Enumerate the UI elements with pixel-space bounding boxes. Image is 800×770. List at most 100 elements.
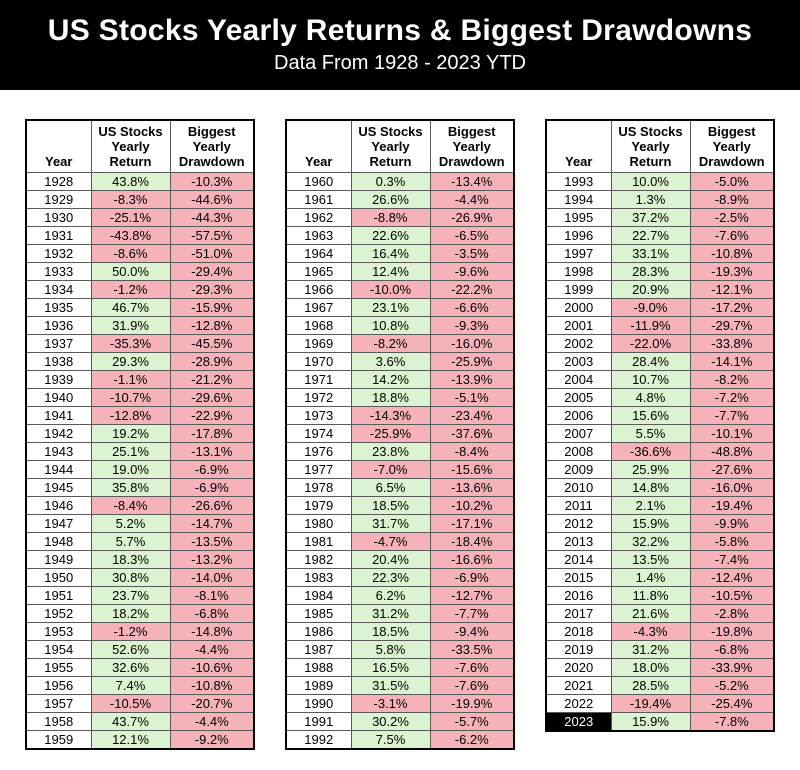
return-cell: 23.8%	[350, 442, 431, 461]
return-cell: 18.8%	[350, 388, 431, 407]
drawdown-cell: -26.9%	[429, 208, 515, 227]
table-row: 2016 11.8% -10.5%	[545, 586, 775, 605]
return-cell: 2.1%	[610, 496, 691, 515]
year-cell: 1980	[285, 514, 352, 533]
table-row: 1928 43.8% -10.3%	[25, 172, 255, 191]
table-row: 1999 20.9% -12.1%	[545, 280, 775, 299]
table-row: 1933 50.0% -29.4%	[25, 262, 255, 281]
year-cell: 2015	[545, 568, 612, 587]
year-cell: 1928	[25, 172, 92, 191]
tables-container: Year US Stocks Yearly Return Biggest Yearl…	[0, 90, 800, 770]
year-cell: 2005	[545, 388, 612, 407]
year-cell: 1974	[285, 424, 352, 443]
table-row: 1974 -25.9% -37.6%	[285, 424, 515, 443]
column-header-drawdown: Biggest Yearly Drawdown	[169, 119, 255, 173]
drawdown-cell: -17.8%	[169, 424, 255, 443]
return-cell: -8.3%	[90, 190, 171, 209]
year-cell: 2022	[545, 694, 612, 713]
table-row: 2011 2.1% -19.4%	[545, 496, 775, 515]
table-row: 1977 -7.0% -15.6%	[285, 460, 515, 479]
year-cell: 1955	[25, 658, 92, 677]
year-cell: 1959	[25, 730, 92, 750]
return-cell: -12.8%	[90, 406, 171, 425]
year-cell: 1940	[25, 388, 92, 407]
drawdown-cell: -12.8%	[169, 316, 255, 335]
year-cell: 1982	[285, 550, 352, 569]
drawdown-cell: -12.7%	[429, 586, 515, 605]
drawdown-cell: -57.5%	[169, 226, 255, 245]
year-cell: 1939	[25, 370, 92, 389]
year-cell: 1962	[285, 208, 352, 227]
return-cell: 22.3%	[350, 568, 431, 587]
return-cell: 18.5%	[350, 496, 431, 515]
drawdown-cell: -14.1%	[689, 352, 775, 371]
year-cell: 1973	[285, 406, 352, 425]
return-cell: 18.2%	[90, 604, 171, 623]
header-banner: US Stocks Yearly Returns & Biggest Drawd…	[0, 0, 800, 90]
return-cell: 35.8%	[90, 478, 171, 497]
column-header-year: Year	[285, 119, 352, 173]
table-row: 1968 10.8% -9.3%	[285, 316, 515, 335]
year-cell: 1937	[25, 334, 92, 353]
table-row: 2020 18.0% -33.9%	[545, 658, 775, 677]
return-cell: 0.3%	[350, 172, 431, 191]
table-row: 1991 30.2% -5.7%	[285, 712, 515, 731]
table-row: 2021 28.5% -5.2%	[545, 676, 775, 695]
drawdown-cell: -9.3%	[429, 316, 515, 335]
table-row: 1951 23.7% -8.1%	[25, 586, 255, 605]
drawdown-cell: -3.5%	[429, 244, 515, 263]
drawdown-cell: -8.1%	[169, 586, 255, 605]
return-cell: 30.2%	[350, 712, 431, 731]
column-header-return: US Stocks Yearly Return	[350, 119, 431, 173]
return-cell: 1.4%	[610, 568, 691, 587]
drawdown-cell: -10.8%	[169, 676, 255, 695]
table-row: 1992 7.5% -6.2%	[285, 730, 515, 750]
return-cell: 31.5%	[350, 676, 431, 695]
table-row: 1946 -8.4% -26.6%	[25, 496, 255, 515]
drawdown-cell: -15.6%	[429, 460, 515, 479]
year-cell: 2011	[545, 496, 612, 515]
return-cell: 52.6%	[90, 640, 171, 659]
table-row: 1938 29.3% -28.9%	[25, 352, 255, 371]
table-row: 1960 0.3% -13.4%	[285, 172, 515, 191]
return-cell: 18.5%	[350, 622, 431, 641]
return-cell: 20.9%	[610, 280, 691, 299]
year-cell: 1987	[285, 640, 352, 659]
year-cell: 2021	[545, 676, 612, 695]
return-cell: 10.0%	[610, 172, 691, 191]
drawdown-cell: -6.6%	[429, 298, 515, 317]
table-row: 2006 15.6% -7.7%	[545, 406, 775, 425]
table-row: 2022 -19.4% -25.4%	[545, 694, 775, 713]
table-row: 1986 18.5% -9.4%	[285, 622, 515, 641]
return-cell: 15.6%	[610, 406, 691, 425]
drawdown-cell: -7.7%	[429, 604, 515, 623]
drawdown-cell: -4.4%	[169, 712, 255, 731]
return-cell: 43.8%	[90, 172, 171, 191]
drawdown-cell: -4.4%	[169, 640, 255, 659]
drawdown-cell: -44.3%	[169, 208, 255, 227]
return-cell: 32.2%	[610, 532, 691, 551]
return-cell: 10.7%	[610, 370, 691, 389]
header-row: Year US Stocks Yearly Return Biggest Yearl…	[285, 119, 515, 173]
drawdown-cell: -7.6%	[689, 226, 775, 245]
column-header-year: Year	[545, 119, 612, 173]
table-row: 1970 3.6% -25.9%	[285, 352, 515, 371]
drawdown-cell: -13.5%	[169, 532, 255, 551]
return-cell: 5.8%	[350, 640, 431, 659]
return-cell: 15.9%	[610, 712, 691, 732]
return-cell: -14.3%	[350, 406, 431, 425]
table-row: 1937 -35.3% -45.5%	[25, 334, 255, 353]
year-cell: 1936	[25, 316, 92, 335]
year-cell: 1942	[25, 424, 92, 443]
drawdown-cell: -13.4%	[429, 172, 515, 191]
table-row: 1978 6.5% -13.6%	[285, 478, 515, 497]
table-row: 1990 -3.1% -19.9%	[285, 694, 515, 713]
year-cell: 1951	[25, 586, 92, 605]
year-cell: 1997	[545, 244, 612, 263]
return-cell: 28.4%	[610, 352, 691, 371]
drawdown-cell: -5.1%	[429, 388, 515, 407]
year-cell: 1972	[285, 388, 352, 407]
year-cell: 1968	[285, 316, 352, 335]
return-cell: 5.7%	[90, 532, 171, 551]
year-cell: 1953	[25, 622, 92, 641]
